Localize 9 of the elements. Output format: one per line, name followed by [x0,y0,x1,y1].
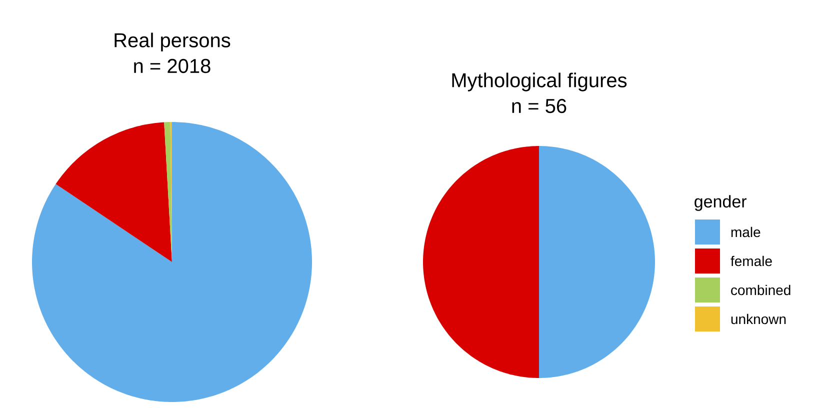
legend-label: female [730,256,772,266]
legend-label: combined [731,284,790,296]
legend-title: gender [694,195,747,211]
chart-subtitle: n = 2018 [134,58,210,74]
chart-subtitle: n = 56 [512,98,566,114]
legend-label: unknown [731,314,786,324]
legend-label: male [731,226,760,238]
chart-title: Mythological figures [452,72,627,92]
chart-title: Real persons [114,32,230,52]
